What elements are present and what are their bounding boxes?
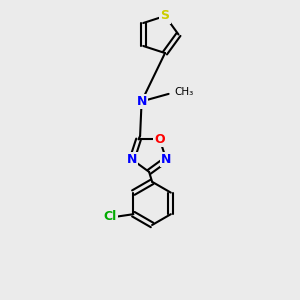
Text: S: S <box>160 10 169 22</box>
Text: N: N <box>127 153 137 166</box>
Text: N: N <box>161 153 171 166</box>
Text: O: O <box>154 133 165 146</box>
Text: Cl: Cl <box>104 210 117 223</box>
Text: N: N <box>136 95 147 108</box>
Text: CH₃: CH₃ <box>174 87 193 98</box>
